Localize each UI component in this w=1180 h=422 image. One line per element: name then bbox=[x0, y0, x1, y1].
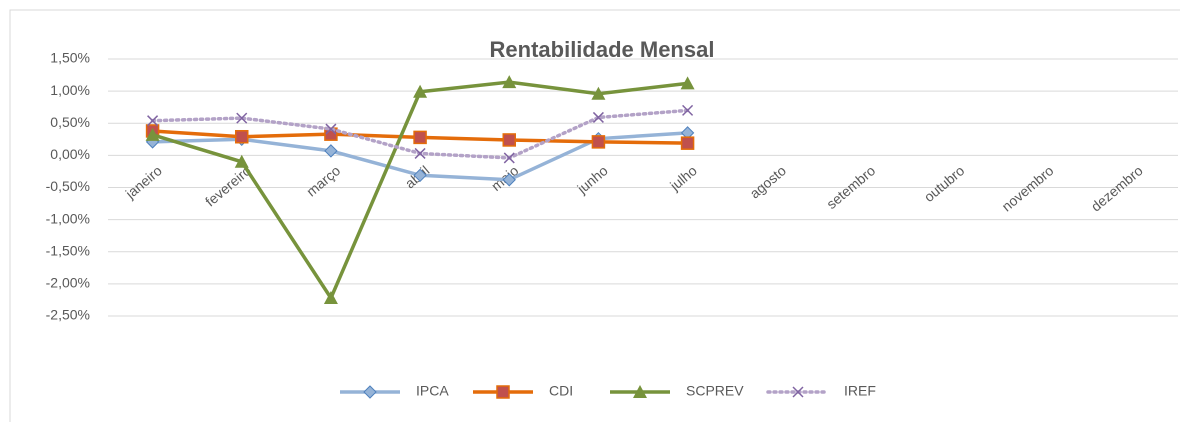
data-point bbox=[503, 152, 515, 164]
x-tick-label: junho bbox=[573, 162, 610, 197]
legend-marker bbox=[363, 385, 377, 399]
data-point bbox=[680, 136, 695, 150]
data-point bbox=[502, 173, 516, 187]
x-tick-label: julho bbox=[666, 162, 700, 194]
data-point bbox=[236, 112, 248, 124]
legend-marker bbox=[633, 385, 647, 398]
legend-marker bbox=[792, 386, 804, 398]
data-point bbox=[682, 104, 694, 116]
data-point bbox=[502, 75, 517, 89]
data-point bbox=[591, 86, 606, 100]
data-point bbox=[680, 76, 695, 90]
x-tick-label: março bbox=[303, 162, 343, 199]
data-point bbox=[591, 135, 606, 149]
data-point bbox=[413, 168, 427, 182]
y-tick-label: -1,00% bbox=[46, 210, 90, 226]
y-tick-label: 1,50% bbox=[50, 50, 90, 66]
x-tick-label: dezembro bbox=[1088, 162, 1146, 214]
data-point bbox=[413, 130, 427, 145]
x-tick-label: agosto bbox=[747, 162, 790, 201]
x-tick-label: outubro bbox=[921, 162, 968, 205]
y-tick-label: 0,50% bbox=[50, 114, 90, 130]
data-point bbox=[324, 144, 338, 158]
legend-marker bbox=[496, 385, 510, 399]
chart-frame bbox=[9, 9, 1180, 422]
data-point bbox=[234, 154, 249, 168]
data-point bbox=[592, 111, 604, 123]
data-point bbox=[414, 147, 426, 159]
data-point bbox=[147, 115, 159, 127]
x-tick-label: novembro bbox=[999, 162, 1057, 214]
data-point bbox=[323, 291, 338, 305]
legend-label: CDI bbox=[549, 383, 573, 399]
legend-label: SCPREV bbox=[686, 383, 744, 399]
data-point bbox=[145, 127, 160, 141]
legend-label: IPCA bbox=[416, 383, 449, 399]
data-point bbox=[325, 123, 337, 135]
data-point bbox=[413, 84, 428, 98]
x-tick-label: janeiro bbox=[122, 162, 165, 202]
y-tick-label: -0,50% bbox=[46, 178, 90, 194]
y-tick-label: -1,50% bbox=[46, 242, 90, 258]
y-tick-label: -2,00% bbox=[46, 275, 90, 291]
y-tick-label: 1,00% bbox=[50, 82, 90, 98]
y-tick-label: -2,50% bbox=[46, 307, 90, 323]
data-point bbox=[235, 129, 249, 144]
y-tick-label: 0,00% bbox=[50, 146, 90, 162]
legend-label: IREF bbox=[844, 383, 876, 399]
data-point bbox=[502, 133, 516, 147]
chart-title: Rentabilidade Mensal bbox=[490, 37, 715, 62]
